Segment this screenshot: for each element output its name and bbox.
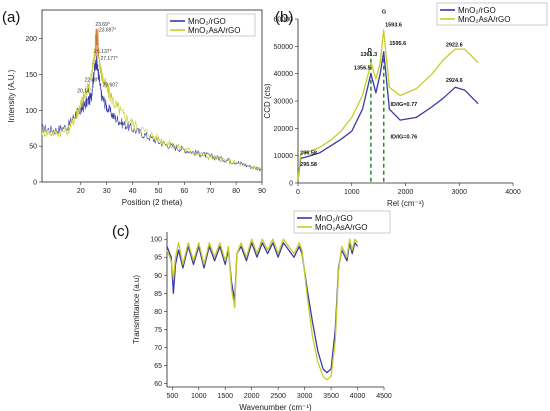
x-tick-label-b-3: 3000	[451, 189, 467, 196]
x-tick-label-c-5: 3000	[297, 393, 313, 400]
annotation-b-5: 1595.6	[389, 41, 406, 47]
y-tick-label-a-0: 0	[33, 180, 37, 187]
annotation-b-10: D	[368, 48, 372, 54]
x-tick-label-b-0: 0	[296, 189, 300, 196]
x-tick-label-b-4: 4000	[505, 189, 521, 196]
y-tick-label-c-4: 80	[154, 309, 162, 316]
y-tick-label-b-5: 50000	[274, 44, 294, 51]
y-tick-label-c-3: 75	[154, 327, 162, 334]
x-tick-label-a-3: 50	[155, 188, 163, 195]
series-line-c-0	[166, 242, 359, 374]
y-tick-label-c-2: 70	[154, 345, 162, 352]
panel-label-c: (c)	[112, 223, 130, 240]
annotation-b-2: 1356.5	[354, 66, 371, 72]
x-tick-label-c-1: 1000	[191, 393, 207, 400]
y-tick-label-c-8: 100	[150, 237, 162, 244]
panel-label-b: (b)	[275, 9, 293, 26]
x-tick-label-a-6: 80	[232, 188, 240, 195]
series-line-b-1	[297, 29, 479, 181]
x-axis-label-c: Wavenumber (cm⁻¹)	[239, 403, 312, 411]
legend-label-c-0: MnO₂/rGO	[315, 214, 353, 223]
annotation-a-5: 27.177°	[100, 56, 117, 62]
legend-box-c	[293, 210, 391, 234]
y-tick-label-b-2: 20000	[274, 126, 294, 133]
y-axis-label-b: CCD (cts)	[263, 83, 272, 118]
legend-box-b	[436, 2, 548, 26]
x-tick-label-b-2: 2000	[398, 189, 414, 196]
annotation-b-1: 295.58	[300, 162, 317, 168]
annotation-a-1: 22.08°	[85, 78, 100, 84]
y-tick-label-c-6: 90	[154, 273, 162, 280]
x-tick-label-a-5: 70	[206, 188, 214, 195]
x-tick-label-c-0: 500	[166, 393, 178, 400]
annotation-b-0: 296.58	[300, 150, 317, 156]
annotation-a-3: 23.69°	[95, 22, 110, 28]
y-tick-label-b-6: 60000	[274, 17, 294, 24]
series-line-b-0	[297, 51, 479, 181]
legend-label-b-1: MnO₂AsA/rGO	[458, 15, 510, 24]
x-tick-label-a-1: 30	[103, 188, 111, 195]
series-line-a-1	[41, 29, 262, 170]
legend-label-c-1: MnO₂AsA/rGO	[315, 223, 367, 232]
y-tick-label-b-3: 30000	[274, 99, 294, 106]
x-tick-label-c-6: 3500	[323, 393, 339, 400]
y-tick-label-c-0: 60	[154, 381, 162, 388]
legend-label-a-0: MnO₂/rGO	[188, 17, 226, 26]
x-axis-label-a: Position (2 theta)	[122, 198, 183, 207]
x-tick-label-a-4: 60	[180, 188, 188, 195]
y-tick-label-c-1: 65	[154, 363, 162, 370]
y-tick-label-a-2: 100	[25, 108, 37, 115]
series-line-c-1	[166, 238, 359, 381]
y-tick-label-a-1: 50	[29, 144, 37, 151]
annotation-a-0: 20.14°	[77, 88, 92, 94]
legend-label-a-1: MnO₂AsA/rGO	[188, 26, 240, 35]
series-line-a-0	[41, 55, 262, 172]
x-tick-label-c-8: 4500	[376, 393, 392, 400]
panel-label-a: (a)	[2, 9, 20, 26]
annotation-b-4: 1593.6	[385, 23, 402, 29]
y-axis-label-c: Transmittance (a.u)	[132, 275, 141, 344]
x-tick-label-c-3: 2000	[244, 393, 260, 400]
y-tick-label-a-3: 150	[25, 72, 37, 79]
x-tick-label-c-4: 2500	[270, 393, 286, 400]
annotation-b-3: 1361.3	[360, 52, 377, 58]
x-tick-label-b-1: 1000	[344, 189, 360, 196]
annotation-a-4: 23.697°	[99, 28, 116, 34]
x-tick-label-a-2: 40	[129, 188, 137, 195]
x-tick-label-c-7: 4000	[350, 393, 366, 400]
legend-box-a	[166, 13, 256, 37]
x-tick-label-a-7: 90	[258, 188, 266, 195]
annotation-b-8: ID/IG=0.77	[390, 102, 417, 108]
x-axis-label-b: Rel (cm⁻¹)	[387, 199, 424, 208]
annotation-b-6: 2922.6	[446, 42, 463, 48]
y-tick-label-b-1: 10000	[274, 153, 294, 160]
legend-label-b-0: MnO₂/rGO	[458, 6, 496, 15]
annotation-b-11: G	[382, 10, 386, 16]
y-axis-label-a: Intensity (A.U.)	[7, 69, 16, 122]
annotation-a-6: 29.607	[103, 83, 119, 89]
annotation-a-2: 26.137°	[94, 49, 111, 55]
x-tick-label-a-0: 20	[77, 188, 85, 195]
y-tick-label-c-7: 95	[154, 255, 162, 262]
y-tick-label-a-4: 200	[25, 36, 37, 43]
y-tick-label-b-4: 40000	[274, 71, 294, 78]
annotation-b-7: 2924.6	[446, 78, 463, 84]
annotation-b-9: ID/IG=0.76	[390, 134, 417, 140]
y-tick-label-b-0: 0	[289, 181, 293, 188]
plot-frame-a	[41, 9, 263, 183]
y-tick-label-c-5: 85	[154, 291, 162, 298]
x-tick-label-c-2: 1500	[217, 393, 233, 400]
